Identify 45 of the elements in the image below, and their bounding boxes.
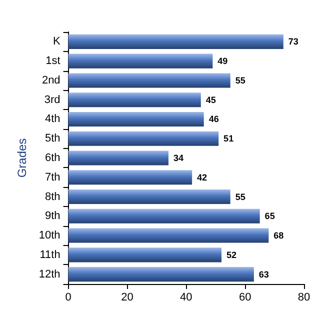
data-label: 46	[208, 114, 219, 124]
data-label: 42	[197, 172, 208, 182]
y-tick-label: 10th	[38, 230, 60, 242]
y-tick-label: 2nd	[42, 74, 60, 86]
data-label: 52	[226, 250, 237, 260]
y-tick-label: K	[52, 36, 61, 48]
y-tick-label: 12th	[38, 268, 60, 280]
bar	[68, 73, 230, 88]
y-tick-label: 8th	[45, 190, 60, 203]
bar	[68, 112, 204, 126]
bar	[68, 92, 201, 108]
bar	[68, 54, 213, 68]
data-label: 65	[264, 211, 275, 222]
y-axis-title: Grades	[15, 138, 29, 178]
data-label: 34	[173, 153, 184, 163]
data-label: 63	[258, 269, 269, 280]
data-label: 49	[218, 56, 228, 66]
bar	[68, 190, 230, 204]
y-tick-label: 11th	[40, 248, 60, 261]
bar	[68, 150, 168, 166]
x-tick-label: 20	[121, 292, 134, 304]
x-tick-label: 0	[65, 292, 72, 304]
bar	[68, 228, 269, 243]
y-tick-label: 6th	[45, 152, 60, 164]
data-label: 55	[235, 75, 246, 86]
bar	[68, 34, 284, 49]
bar	[68, 170, 192, 185]
x-tick-label: 80	[298, 292, 310, 304]
data-label: 68	[274, 230, 284, 241]
x-tick-label: 40	[180, 292, 192, 304]
bar	[68, 131, 219, 146]
data-label: 73	[288, 36, 298, 47]
y-tick-label: 9th	[45, 210, 60, 222]
bar	[68, 267, 254, 282]
x-tick-label: 60	[238, 292, 252, 304]
y-tick-label: 5th	[45, 132, 60, 145]
bar	[68, 208, 260, 224]
data-label: 45	[206, 94, 216, 105]
y-tick-label: 1st	[46, 55, 60, 68]
y-tick-label: 3rd	[44, 94, 60, 106]
y-tick-label: 4th	[45, 113, 60, 126]
y-tick-label: 7th	[45, 171, 60, 184]
bar	[68, 248, 222, 262]
data-label: 51	[224, 134, 234, 144]
data-label: 55	[235, 192, 246, 202]
